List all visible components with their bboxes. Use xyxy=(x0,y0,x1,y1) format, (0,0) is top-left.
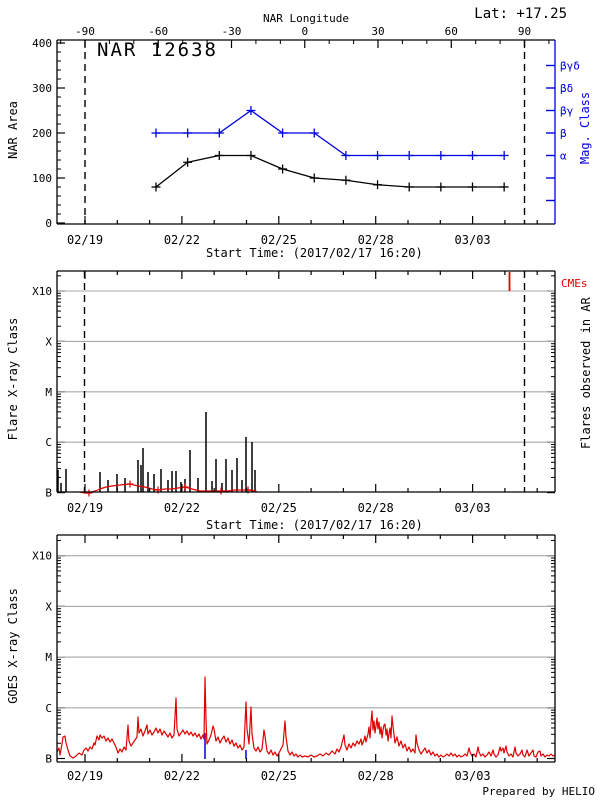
goes-flux-curve xyxy=(56,676,556,759)
area-tick-label: 300 xyxy=(32,82,52,95)
prepared-by-credit: Prepared by HELIO xyxy=(482,785,595,798)
mag-class-axis-label: Mag. Class xyxy=(578,91,592,165)
mag-class-tick-label: βγδ xyxy=(560,60,580,73)
mag-class-tick-label: βδ xyxy=(560,82,573,95)
date-tick-label: 02/22 xyxy=(164,501,200,515)
y-tick-label: X xyxy=(45,335,52,348)
start-time-label-middle: Start Time: (2017/02/17 16:20) xyxy=(206,518,423,532)
date-tick-label: 02/25 xyxy=(261,233,297,247)
y-tick-label: X10 xyxy=(32,285,52,298)
longitude-tick-label: 60 xyxy=(445,25,458,38)
area-tick-label: 100 xyxy=(32,172,52,185)
date-tick-label: 03/03 xyxy=(455,233,491,247)
y-tick-label: M xyxy=(45,386,52,399)
mag-class-tick-label: α xyxy=(560,150,567,163)
area-tick-label: 0 xyxy=(45,217,52,230)
date-tick-label: 03/03 xyxy=(455,501,491,515)
y-tick-label: M xyxy=(45,651,52,664)
active-region-title: NAR 12638 xyxy=(97,39,218,61)
date-tick-label: 03/03 xyxy=(455,769,491,783)
mag-class-tick-label: βγ xyxy=(560,105,574,118)
date-tick-label: 02/19 xyxy=(67,501,103,515)
date-tick-label: 02/19 xyxy=(67,233,103,247)
date-tick-label: 02/28 xyxy=(358,233,394,247)
longitude-tick-label: 90 xyxy=(518,25,531,38)
start-time-label-top: Start Time: (2017/02/17 16:20) xyxy=(206,246,423,260)
longitude-tick-label: -90 xyxy=(75,25,95,38)
longitude-tick-label: 0 xyxy=(301,25,308,38)
date-tick-label: 02/25 xyxy=(261,501,297,515)
y-tick-label: C xyxy=(45,436,52,449)
y-tick-label: C xyxy=(45,702,52,715)
flare-panel: B C M X X10 02/19 02/22 02/25 02/28 03/03 xyxy=(32,270,556,515)
longitude-tick-label: -30 xyxy=(222,25,242,38)
latitude-label: Lat: +17.25 xyxy=(474,6,567,22)
top-panel: 0 100 200 300 400 βγδ βδ βγ βα -90 -60 -30 0 30 60 90 02… xyxy=(32,25,580,247)
y-tick-label: B xyxy=(45,753,52,766)
background-flux-curve xyxy=(79,483,257,494)
date-tick-label: 02/28 xyxy=(358,769,394,783)
flare-xray-axis-label: Flare X-ray Class xyxy=(6,317,20,441)
date-tick-label: 02/22 xyxy=(164,233,200,247)
date-tick-label: 02/25 xyxy=(261,769,297,783)
y-tick-label: X10 xyxy=(32,550,52,563)
nar-longitude-axis-label: NAR Longitude xyxy=(262,12,350,25)
nar-area-axis-label: NAR Area xyxy=(6,101,20,159)
goes-panel: B C M X X10 02/19 02/22 02/25 02/28 03/03 xyxy=(32,534,556,783)
date-tick-label: 02/22 xyxy=(164,769,200,783)
cmes-label: CMEs xyxy=(561,277,588,290)
goes-xray-axis-label: GOES X-ray Class xyxy=(6,588,20,704)
y-tick-label: X xyxy=(45,600,52,613)
nar-area-series-line xyxy=(155,154,505,188)
date-tick-label: 02/19 xyxy=(67,769,103,783)
longitude-tick-label: -60 xyxy=(148,25,168,38)
mag-class-series-line xyxy=(155,109,505,157)
area-tick-label: 400 xyxy=(32,37,52,50)
date-tick-label: 02/28 xyxy=(358,501,394,515)
longitude-tick-label: 30 xyxy=(371,25,384,38)
flares-observed-label: Flares observed in AR xyxy=(579,297,593,449)
y-tick-label: B xyxy=(45,487,52,500)
mag-class-tick-label: β xyxy=(560,127,567,140)
area-tick-label: 200 xyxy=(32,127,52,140)
